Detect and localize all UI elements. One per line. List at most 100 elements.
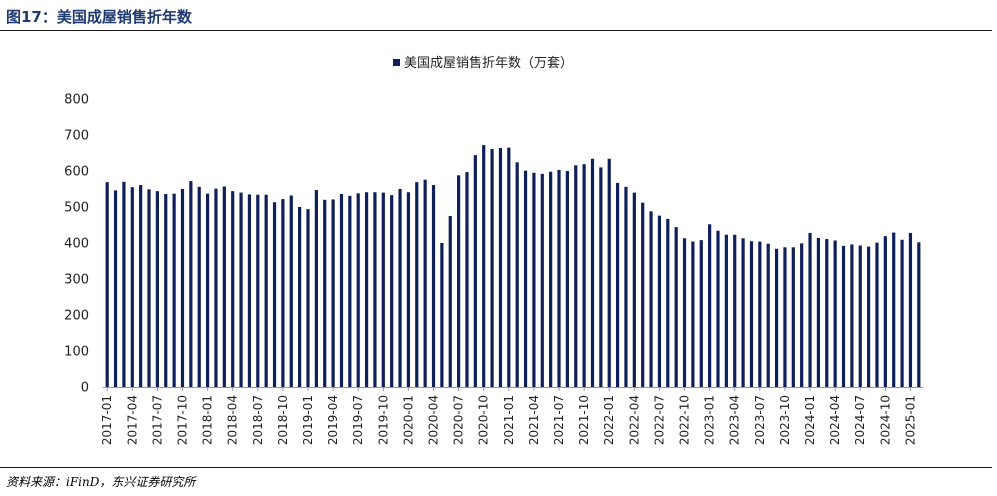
bar [289, 195, 293, 387]
bar [816, 237, 821, 387]
y-tick-label: 300 [64, 273, 89, 288]
bar [113, 190, 118, 387]
bar [590, 158, 595, 387]
bar [825, 239, 829, 387]
bar [364, 192, 369, 387]
legend-label: 美国成屋销售折年数（万套） [404, 55, 573, 71]
bar [122, 181, 126, 387]
y-tick-label: 600 [64, 165, 89, 180]
bar [172, 193, 176, 387]
bar [390, 195, 394, 387]
x-tick-label: 2020-07 [452, 395, 466, 445]
x-tick-label: 2020-01 [401, 395, 415, 445]
x-tick-label: 2022-01 [602, 395, 616, 445]
bar [808, 232, 812, 387]
bar [867, 246, 871, 387]
bar [423, 179, 427, 387]
x-tick-label: 2025-01 [903, 395, 917, 445]
bar [917, 242, 921, 387]
bar [356, 193, 360, 387]
x-tick-label: 2022-07 [652, 395, 666, 445]
x-tick-label: 2019-04 [326, 395, 340, 445]
legend-swatch [393, 59, 400, 66]
bar [231, 191, 235, 387]
bar [749, 241, 754, 387]
bar [482, 145, 486, 387]
bar [256, 194, 260, 387]
bar [549, 171, 553, 387]
bar [883, 236, 887, 387]
x-tick-label: 2019-10 [376, 395, 390, 445]
bar [532, 172, 536, 387]
x-tick-label: 2022-10 [678, 395, 692, 445]
y-tick-label: 800 [64, 93, 89, 108]
bar [708, 224, 712, 387]
bar [615, 182, 620, 387]
bar [457, 175, 461, 387]
bar [515, 162, 519, 387]
bar [465, 172, 469, 387]
bar [281, 199, 285, 387]
bar [448, 216, 452, 387]
bar [381, 192, 385, 387]
bar [373, 192, 377, 387]
bar [431, 185, 436, 387]
x-tick-label: 2022-04 [627, 395, 641, 445]
bar [758, 241, 762, 387]
bar [348, 195, 352, 387]
bar [691, 241, 695, 387]
bar [189, 181, 193, 387]
x-tick-label: 2017-04 [125, 395, 139, 445]
y-tick-label: 0 [81, 381, 89, 396]
bar [339, 194, 344, 387]
bar [833, 240, 837, 387]
bar [440, 243, 444, 387]
bar [682, 238, 687, 387]
bar [540, 173, 544, 387]
bar [607, 158, 611, 387]
source-note: 资料来源：iFinD，东兴证券研究所 [6, 475, 196, 489]
bar [155, 191, 159, 387]
bar [415, 182, 419, 387]
bar [641, 202, 645, 387]
y-tick-label: 200 [64, 309, 89, 324]
bar [674, 227, 678, 387]
x-tick-label: 2021-10 [577, 395, 591, 445]
x-tick-label: 2024-01 [803, 395, 817, 445]
chart-legend: 美国成屋销售折年数（万套） [393, 55, 573, 71]
bar [264, 194, 268, 387]
bar [507, 147, 511, 387]
bar [214, 188, 218, 387]
bar [557, 169, 561, 387]
bar [523, 170, 528, 387]
x-tick-label: 2023-04 [728, 395, 742, 445]
bar [105, 182, 109, 387]
bar [649, 211, 653, 387]
bar [599, 167, 603, 387]
bar [716, 230, 720, 387]
bar [850, 244, 854, 387]
bar [733, 234, 737, 387]
x-tick-label: 2023-01 [703, 395, 717, 445]
bar [908, 232, 913, 387]
bar [298, 207, 302, 387]
x-tick-label: 2023-07 [753, 395, 767, 445]
bar [783, 247, 787, 387]
bar [657, 215, 662, 387]
bar [498, 147, 503, 387]
bar [574, 165, 578, 387]
bar [565, 171, 569, 387]
title-divider [0, 30, 992, 31]
x-tick-label: 2018-01 [201, 395, 215, 445]
x-tick-label: 2021-04 [527, 395, 541, 445]
bar-series [105, 145, 921, 387]
bar [139, 185, 143, 387]
bar [130, 187, 134, 387]
source-divider [0, 467, 992, 468]
x-tick-label: 2020-10 [477, 395, 491, 445]
bar [306, 209, 310, 387]
bar [666, 218, 670, 387]
x-tick-label: 2018-07 [251, 395, 265, 445]
bar [766, 243, 770, 387]
x-tick-label: 2017-01 [100, 395, 114, 445]
